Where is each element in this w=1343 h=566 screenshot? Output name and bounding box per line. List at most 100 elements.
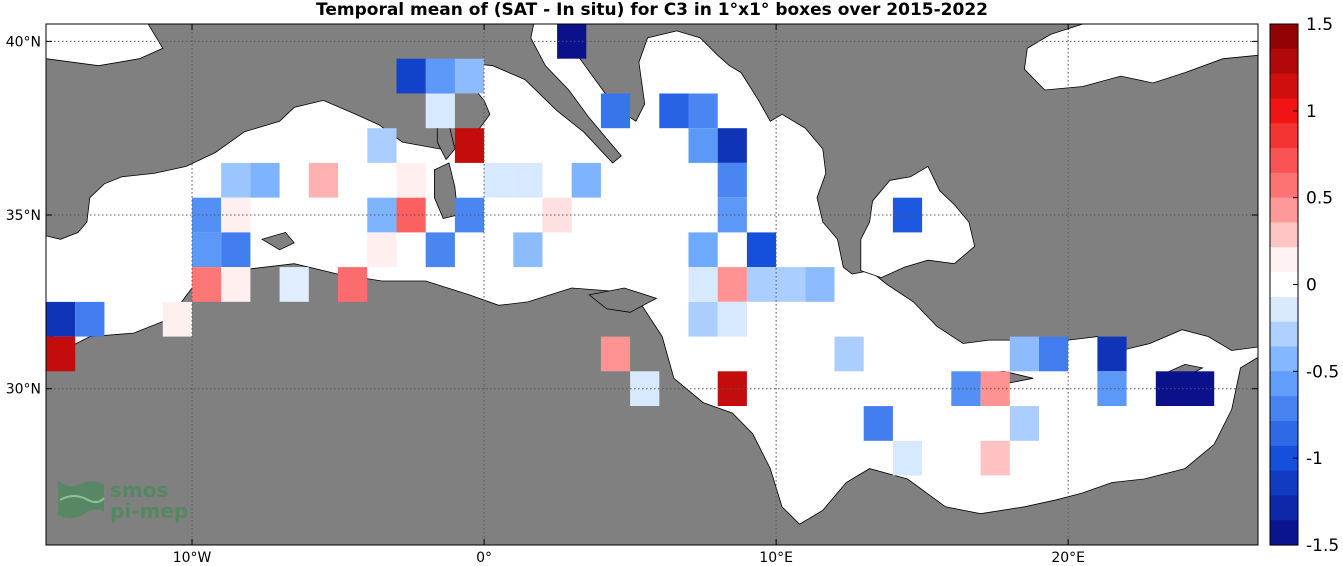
- colorbar-swatch: [1270, 123, 1298, 149]
- data-cell: [425, 58, 455, 94]
- data-cell: [1009, 336, 1039, 372]
- colorbar-swatch: [1270, 247, 1298, 273]
- data-cell: [396, 58, 426, 94]
- data-cell: [192, 267, 222, 302]
- colorbar-tick-label: 0.5: [1306, 189, 1333, 209]
- colorbar-swatch: [1270, 321, 1298, 348]
- data-cell: [717, 267, 747, 302]
- data-cell: [513, 232, 543, 268]
- colorbar-tick-label: -1: [1306, 449, 1323, 469]
- colorbar-swatch: [1270, 48, 1298, 75]
- data-cell: [396, 162, 426, 198]
- data-cell: [892, 440, 923, 476]
- data-cell: [571, 162, 601, 198]
- data-cell: [688, 267, 718, 302]
- colorbar-swatch: [1270, 470, 1298, 496]
- data-cell: [688, 93, 718, 129]
- x-tick-label: 20°E: [1051, 550, 1085, 566]
- data-cell: [46, 336, 76, 372]
- data-cell: [1039, 336, 1069, 372]
- data-cell: [338, 267, 368, 302]
- x-tick-label: 10°W: [173, 550, 212, 566]
- colorbar: 1.5 1 0.5 0 -0.5 -1 -1.5: [1269, 15, 1339, 556]
- data-cell: [1185, 371, 1215, 406]
- smos-pimep-logo: smos pi-mep: [58, 478, 188, 523]
- data-cell: [221, 267, 251, 302]
- island: [588, 287, 658, 313]
- data-cell: [308, 162, 338, 198]
- data-cell: [951, 371, 981, 406]
- colorbar-swatch: [1270, 73, 1298, 100]
- data-cell: [46, 301, 76, 337]
- data-cell: [513, 162, 543, 198]
- colorbar-swatch: [1270, 371, 1298, 397]
- data-cell: [600, 93, 631, 129]
- data-cell: [250, 162, 280, 198]
- data-cell: [192, 232, 222, 268]
- x-tick-label: 10°E: [759, 550, 793, 566]
- logo-text-smos: smos: [110, 478, 168, 502]
- island: [261, 231, 295, 251]
- data-cell: [717, 301, 747, 337]
- data-cells: [46, 24, 1215, 476]
- chart-title: Temporal mean of (SAT - In situ) for C3 …: [316, 0, 988, 20]
- y-tick-label: 40°N: [6, 34, 41, 50]
- colorbar-tick-label: -0.5: [1306, 362, 1339, 382]
- data-cell: [688, 128, 718, 163]
- data-cell: [425, 232, 455, 268]
- data-cell: [834, 336, 864, 372]
- colorbar-swatch: [1270, 520, 1298, 546]
- data-cell: [367, 128, 397, 163]
- colorbar-swatch: [1270, 495, 1298, 521]
- colorbar-swatch: [1270, 148, 1298, 174]
- data-cell: [688, 301, 718, 337]
- colorbar-tick-label: 1: [1306, 102, 1317, 122]
- data-cell: [367, 232, 397, 268]
- data-cell: [425, 93, 455, 129]
- data-cell: [717, 128, 747, 163]
- data-cell: [776, 267, 806, 302]
- data-cell: [221, 232, 251, 268]
- data-cell: [454, 58, 485, 94]
- data-cell: [454, 128, 485, 163]
- colorbar-swatch: [1270, 296, 1298, 323]
- data-cell: [717, 162, 747, 198]
- data-cell: [75, 301, 105, 337]
- y-tick-label: 35°N: [6, 208, 41, 224]
- data-cell: [484, 162, 514, 198]
- sea-region: [46, 24, 164, 67]
- data-cell: [367, 197, 397, 233]
- colorbar-swatch: [1270, 346, 1298, 372]
- data-cell: [980, 440, 1010, 476]
- colorbar-swatch: [1270, 222, 1298, 248]
- data-cell: [863, 406, 893, 441]
- data-cell: [600, 336, 631, 372]
- colorbar-swatch: [1270, 172, 1298, 199]
- data-cell: [279, 267, 309, 302]
- data-cell: [1009, 406, 1039, 441]
- sea-region: [1023, 24, 1258, 91]
- colorbar-swatch: [1270, 24, 1298, 50]
- axis-ticks: 10°W 0° 10°E 20°E 40°N 35°N 30°N: [6, 24, 1258, 566]
- colorbar-tick-label: -1.5: [1306, 536, 1339, 556]
- data-cell: [557, 24, 587, 59]
- data-cell: [746, 267, 777, 302]
- colorbar-tick-label: 1.5: [1306, 15, 1333, 35]
- data-cell: [659, 93, 689, 129]
- logo-text-pimep: pi-mep: [110, 499, 188, 523]
- data-cell: [688, 232, 718, 268]
- data-cell: [221, 162, 251, 198]
- colorbar-swatch: [1270, 420, 1298, 447]
- data-cell: [162, 301, 192, 337]
- grid-lines: [46, 24, 1258, 545]
- colorbar-swatch: [1270, 197, 1298, 224]
- colorbar-tick-label: 0: [1306, 276, 1317, 296]
- colorbar-swatch: [1270, 396, 1298, 422]
- y-tick-label: 30°N: [6, 382, 41, 398]
- x-tick-label: 0°: [476, 550, 492, 566]
- data-cell: [746, 232, 777, 268]
- data-cell: [805, 267, 835, 302]
- plot-frame: [45, 23, 1259, 546]
- data-cell: [1097, 336, 1127, 372]
